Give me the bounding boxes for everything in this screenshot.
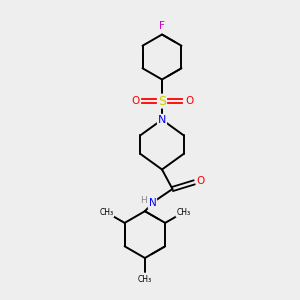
- Text: CH₃: CH₃: [99, 208, 113, 217]
- Text: O: O: [185, 96, 193, 106]
- Text: CH₃: CH₃: [138, 274, 152, 284]
- Text: O: O: [196, 176, 205, 186]
- Text: N: N: [158, 115, 166, 125]
- Text: O: O: [131, 96, 139, 106]
- Text: N: N: [148, 198, 156, 208]
- Text: H: H: [140, 196, 147, 205]
- Text: S: S: [158, 94, 166, 108]
- Text: F: F: [159, 21, 165, 32]
- Text: CH₃: CH₃: [176, 208, 190, 217]
